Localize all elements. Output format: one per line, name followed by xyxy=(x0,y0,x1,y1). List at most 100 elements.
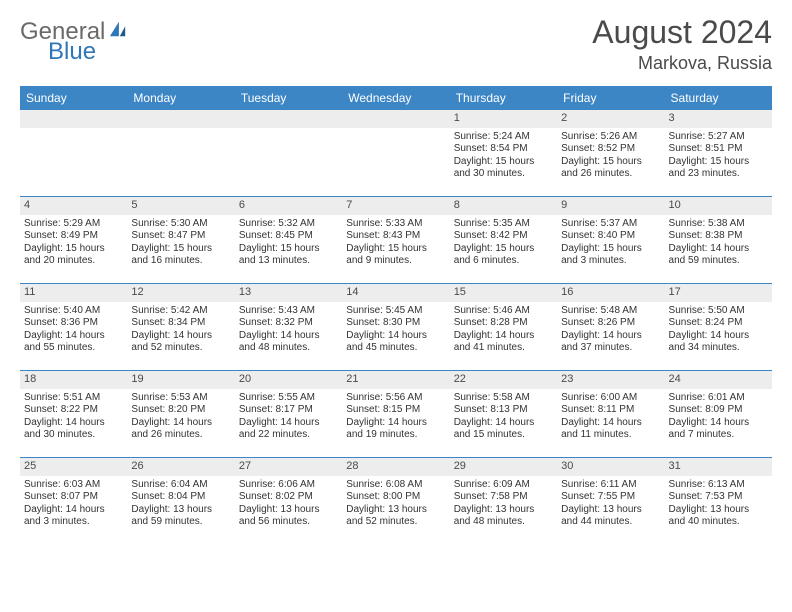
day-cell: 4Sunrise: 5:29 AMSunset: 8:49 PMDaylight… xyxy=(20,197,127,283)
daylight-text: Daylight: 14 hours and 22 minutes. xyxy=(239,417,338,442)
sunset-text: Sunset: 8:02 PM xyxy=(239,491,338,504)
sunrise-text: Sunrise: 5:40 AM xyxy=(24,305,123,318)
day-cell: 24Sunrise: 6:01 AMSunset: 8:09 PMDayligh… xyxy=(665,371,772,457)
sunrise-text: Sunrise: 5:56 AM xyxy=(346,392,445,405)
month-title: August 2024 xyxy=(592,14,772,51)
daylight-text: Daylight: 14 hours and 55 minutes. xyxy=(24,330,123,355)
daylight-text: Daylight: 14 hours and 19 minutes. xyxy=(346,417,445,442)
day-number: 29 xyxy=(450,458,557,476)
sunrise-text: Sunrise: 5:26 AM xyxy=(561,131,660,144)
day-cell: 14Sunrise: 5:45 AMSunset: 8:30 PMDayligh… xyxy=(342,284,449,370)
day-number: 16 xyxy=(557,284,664,302)
day-number xyxy=(127,110,234,128)
dayname-fri: Friday xyxy=(557,86,664,110)
week-row: 11Sunrise: 5:40 AMSunset: 8:36 PMDayligh… xyxy=(20,283,772,370)
day-number: 9 xyxy=(557,197,664,215)
day-cell: 23Sunrise: 6:00 AMSunset: 8:11 PMDayligh… xyxy=(557,371,664,457)
sunrise-text: Sunrise: 5:43 AM xyxy=(239,305,338,318)
day-cell: 26Sunrise: 6:04 AMSunset: 8:04 PMDayligh… xyxy=(127,458,234,544)
day-cell: 28 Sunrise: 6:08 AMSunset: 8:00 PMDayligh… xyxy=(342,458,449,544)
sunrise-text: Sunrise: 6:03 AM xyxy=(24,479,123,492)
day-cell: 15Sunrise: 5:46 AMSunset: 8:28 PMDayligh… xyxy=(450,284,557,370)
daylight-text: Daylight: 14 hours and 11 minutes. xyxy=(561,417,660,442)
sunset-text: Sunset: 8:00 PM xyxy=(346,491,445,504)
dayname-sat: Saturday xyxy=(665,86,772,110)
daylight-text: Daylight: 15 hours and 6 minutes. xyxy=(454,243,553,268)
day-number: 18 xyxy=(20,371,127,389)
day-number: 17 xyxy=(665,284,772,302)
day-cell: 10Sunrise: 5:38 AMSunset: 8:38 PMDayligh… xyxy=(665,197,772,283)
sunrise-text: Sunrise: 6:04 AM xyxy=(131,479,230,492)
sunrise-text: Sunrise: 5:32 AM xyxy=(239,218,338,231)
day-cell: 6 Sunrise: 5:32 AMSunset: 8:45 PMDaylight… xyxy=(235,197,342,283)
dayname-sun: Sunday xyxy=(20,86,127,110)
week-row: 18Sunrise: 5:51 AMSunset: 8:22 PMDayligh… xyxy=(20,370,772,457)
day-cell: 22Sunrise: 5:58 AMSunset: 8:13 PMDayligh… xyxy=(450,371,557,457)
day-cell: 3Sunrise: 5:27 AMSunset: 8:51 PMDaylight… xyxy=(665,110,772,196)
sunrise-text: Sunrise: 6:08 AM xyxy=(346,479,445,492)
day-cell: 21Sunrise: 5:56 AMSunset: 8:15 PMDayligh… xyxy=(342,371,449,457)
logo: GeneralBlue xyxy=(20,20,128,64)
daylight-text: Daylight: 14 hours and 3 minutes. xyxy=(24,504,123,529)
day-cell: 30Sunrise: 6:11 AMSunset: 7:55 PMDayligh… xyxy=(557,458,664,544)
page-header: GeneralBlue August 2024 Markova, Russia xyxy=(20,14,772,74)
sunrise-text: Sunrise: 5:50 AM xyxy=(669,305,768,318)
day-number: 13 xyxy=(235,284,342,302)
day-number: 11 xyxy=(20,284,127,302)
day-number: 31 xyxy=(665,458,772,476)
dayname-tue: Tuesday xyxy=(235,86,342,110)
sunset-text: Sunset: 8:17 PM xyxy=(239,404,338,417)
sunrise-text: Sunrise: 6:09 AM xyxy=(454,479,553,492)
daylight-text: Daylight: 14 hours and 45 minutes. xyxy=(346,330,445,355)
daylight-text: Daylight: 14 hours and 48 minutes. xyxy=(239,330,338,355)
sunrise-text: Sunrise: 5:37 AM xyxy=(561,218,660,231)
day-number xyxy=(20,110,127,128)
sunset-text: Sunset: 8:32 PM xyxy=(239,317,338,330)
week-row: 4Sunrise: 5:29 AMSunset: 8:49 PMDaylight… xyxy=(20,196,772,283)
sunset-text: Sunset: 7:58 PM xyxy=(454,491,553,504)
sunrise-text: Sunrise: 5:24 AM xyxy=(454,131,553,144)
daylight-text: Daylight: 15 hours and 13 minutes. xyxy=(239,243,338,268)
daylight-text: Daylight: 13 hours and 48 minutes. xyxy=(454,504,553,529)
sunset-text: Sunset: 8:54 PM xyxy=(454,143,553,156)
sunset-text: Sunset: 8:45 PM xyxy=(239,230,338,243)
sunset-text: Sunset: 8:04 PM xyxy=(131,491,230,504)
daylight-text: Daylight: 15 hours and 20 minutes. xyxy=(24,243,123,268)
day-number: 14 xyxy=(342,284,449,302)
day-cell: 13 Sunrise: 5:43 AMSunset: 8:32 PMDayligh… xyxy=(235,284,342,370)
daylight-text: Daylight: 14 hours and 52 minutes. xyxy=(131,330,230,355)
day-number: 8 xyxy=(450,197,557,215)
daylight-text: Daylight: 13 hours and 52 minutes. xyxy=(346,504,445,529)
daylight-text: Daylight: 14 hours and 30 minutes. xyxy=(24,417,123,442)
week-row: 25Sunrise: 6:03 AMSunset: 8:07 PMDayligh… xyxy=(20,457,772,544)
day-number: 1 xyxy=(450,110,557,128)
daylight-text: Daylight: 13 hours and 56 minutes. xyxy=(239,504,338,529)
sunset-text: Sunset: 8:22 PM xyxy=(24,404,123,417)
day-number: 10 xyxy=(665,197,772,215)
day-cell: 16Sunrise: 5:48 AMSunset: 8:26 PMDayligh… xyxy=(557,284,664,370)
sunset-text: Sunset: 8:40 PM xyxy=(561,230,660,243)
sunset-text: Sunset: 8:26 PM xyxy=(561,317,660,330)
sunrise-text: Sunrise: 5:42 AM xyxy=(131,305,230,318)
sunrise-text: Sunrise: 5:46 AM xyxy=(454,305,553,318)
day-header-row: Sunday Monday Tuesday Wednesday Thursday… xyxy=(20,86,772,110)
day-number: 28 xyxy=(342,458,449,476)
day-cell xyxy=(127,110,234,196)
daylight-text: Daylight: 14 hours and 26 minutes. xyxy=(131,417,230,442)
daylight-text: Daylight: 14 hours and 34 minutes. xyxy=(669,330,768,355)
day-number: 27 xyxy=(235,458,342,476)
sunrise-text: Sunrise: 5:30 AM xyxy=(131,218,230,231)
day-cell: 29 Sunrise: 6:09 AMSunset: 7:58 PMDayligh… xyxy=(450,458,557,544)
day-number: 25 xyxy=(20,458,127,476)
sunrise-text: Sunrise: 5:38 AM xyxy=(669,218,768,231)
sunset-text: Sunset: 8:13 PM xyxy=(454,404,553,417)
daylight-text: Daylight: 13 hours and 44 minutes. xyxy=(561,504,660,529)
day-number: 23 xyxy=(557,371,664,389)
day-number: 6 xyxy=(235,197,342,215)
daylight-text: Daylight: 14 hours and 41 minutes. xyxy=(454,330,553,355)
sunset-text: Sunset: 8:11 PM xyxy=(561,404,660,417)
sunset-text: Sunset: 8:20 PM xyxy=(131,404,230,417)
daylight-text: Daylight: 13 hours and 40 minutes. xyxy=(669,504,768,529)
sunset-text: Sunset: 7:55 PM xyxy=(561,491,660,504)
daylight-text: Daylight: 13 hours and 59 minutes. xyxy=(131,504,230,529)
